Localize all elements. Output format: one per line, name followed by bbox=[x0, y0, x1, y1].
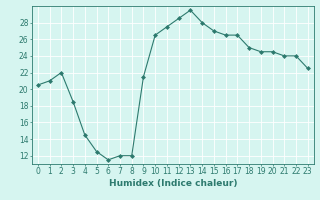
X-axis label: Humidex (Indice chaleur): Humidex (Indice chaleur) bbox=[108, 179, 237, 188]
